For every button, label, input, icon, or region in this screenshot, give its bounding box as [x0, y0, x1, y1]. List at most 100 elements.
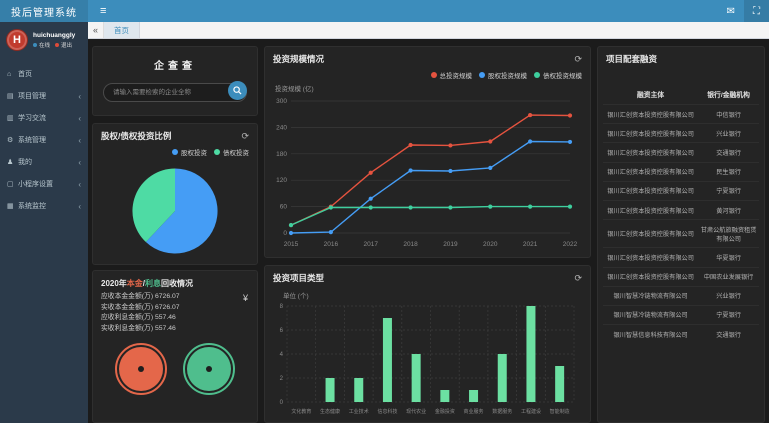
svg-text:文化教育: 文化教育 — [291, 408, 311, 415]
svg-text:120: 120 — [276, 177, 287, 184]
fullscreen-icon[interactable]: ⛶ — [744, 0, 769, 22]
bar-y-axis-label: 单位 (个) — [283, 293, 309, 300]
table-cell: 宁夏银行 — [698, 304, 759, 325]
sidebar-item-3[interactable]: ▥ 学习交流 ‹ — [0, 107, 88, 129]
svg-text:现代农业: 现代农业 — [406, 408, 426, 415]
svg-text:智能制造: 智能制造 — [550, 408, 570, 415]
table-cell: 甘肃公航旅融资租赁有限公司 — [698, 219, 759, 248]
svg-text:300: 300 — [276, 98, 287, 105]
sidebar-toggle-icon[interactable]: ≡ — [100, 5, 107, 17]
sidebar-item-2[interactable]: ▤ 项目管理 ‹ — [0, 85, 88, 107]
chevron-left-icon: ‹ — [78, 179, 81, 189]
search-button[interactable] — [228, 81, 247, 100]
svg-text:240: 240 — [276, 124, 287, 131]
sidebar-item-label: 系统监控 — [18, 203, 46, 210]
bar-panel-title: 投资项目类型 — [273, 273, 325, 283]
table-cell: 交通银行 — [698, 324, 759, 344]
table-cell: 银川汇创资本投资控股有限公司 — [603, 266, 699, 287]
sidebar: H huichuanggly 在线 退出 ⌂ 首页 ▤ 项目管理 ‹ ▥ 学习交流 ‹ ⚙ 系统管… — [0, 22, 88, 423]
table-cell: 银川汇创资本投资控股有限公司 — [603, 219, 699, 248]
refresh-icon[interactable]: ⟳ — [574, 53, 582, 64]
sidebar-item-4[interactable]: ⚙ 系统管理 ‹ — [0, 129, 88, 151]
refresh-icon[interactable]: ⟳ — [574, 272, 582, 283]
sidebar-item-5[interactable]: ♟ 我的 ‹ — [0, 151, 88, 173]
sidebar-item-label: 首页 — [18, 71, 32, 78]
table-cell: 银川汇创资本投资控股有限公司 — [603, 123, 699, 143]
recovery-amounts: 应收本金金额(万) 6726.07 实收本金金额(万) 6726.07 应收利息金额… — [101, 292, 249, 334]
recovery-amount-row: 应收利息金额(万) 557.46 — [101, 314, 176, 321]
table-row: 银川智慧冷链物流有限公司 宁夏银行 — [603, 304, 759, 325]
svg-text:工程建设: 工程建设 — [521, 408, 541, 415]
table-row: 银川汇创资本投资控股有限公司 黄河银行 — [603, 199, 759, 220]
tab-home[interactable]: 首页 — [104, 22, 140, 38]
search-icon — [233, 86, 242, 95]
svg-text:0: 0 — [280, 400, 284, 406]
legend-dot-icon — [430, 72, 437, 78]
table-row: 银川智慧冷链物流有限公司 兴业银行 — [603, 285, 759, 306]
svg-text:180: 180 — [276, 151, 287, 158]
table-cell: 银川汇创资本投资控股有限公司 — [603, 103, 699, 124]
sidebar-item-1[interactable]: ⌂ 首页 — [0, 63, 88, 85]
sidebar-item-label: 系统管理 — [18, 137, 46, 144]
svg-text:2016: 2016 — [324, 241, 339, 248]
enterprise-search-panel: 企查查 — [92, 46, 258, 116]
legend-label: 股权投资规模 — [488, 73, 527, 80]
legend-item[interactable]: 债权投资 — [214, 147, 249, 157]
table-row: 银川汇创资本投资控股有限公司 中信银行 — [603, 103, 759, 124]
legend-item[interactable]: 股权投资规模 — [479, 70, 527, 80]
miniapp-icon: ▢ — [7, 181, 14, 188]
principal-gauge — [115, 343, 167, 395]
gauge-fill — [187, 347, 231, 391]
table-cell: 银川智慧冷链物流有限公司 — [603, 304, 699, 325]
sidebar-item-label: 学习交流 — [18, 115, 46, 122]
financing-table: 融资主体 银行/金融机构 银川汇创资本投资控股有限公司 中信银行 银川汇创资本投资控… — [603, 84, 759, 344]
table-cell: 交通银行 — [698, 142, 759, 163]
legend-dot-icon — [214, 149, 220, 155]
table-cell: 中国农业发展银行 — [698, 266, 759, 287]
monitor-icon: ▦ — [7, 203, 14, 210]
chevron-left-icon: ‹ — [78, 135, 81, 145]
sidebar-item-6[interactable]: ▢ 小程序设置 ‹ — [0, 173, 88, 195]
chevron-left-icon: ‹ — [78, 157, 81, 167]
legend-dot-icon — [172, 149, 178, 155]
online-dot-icon — [33, 42, 37, 47]
svg-text:4: 4 — [280, 352, 284, 358]
legend-label: 债权投资 — [223, 150, 249, 157]
table-row: 银川智慧信息科技有限公司 交通银行 — [603, 324, 759, 344]
legend-item[interactable]: 总投资规模 — [430, 70, 473, 80]
sidebar-item-7[interactable]: ▦ 系统监控 ‹ — [0, 195, 88, 217]
recovery-amount-row: 应收本金金额(万) 6726.07 — [101, 293, 180, 300]
projects-icon: ▤ — [7, 93, 14, 100]
legend-dot-icon — [534, 72, 540, 78]
gear-icon: ⚙ — [7, 137, 14, 144]
table-row: 银川汇创资本投资控股有限公司 中国农业发展银行 — [603, 266, 759, 287]
bar-chart: 0 2 4 6 8 文化教育 生态健康 工业技术 信息科技 现代农业 金融投资 商业服务 数据服务 工程建… — [280, 304, 575, 415]
table-cell: 兴业银行 — [698, 123, 759, 143]
refresh-icon[interactable]: ⟳ — [241, 130, 249, 141]
tab-bar: « 首页 — [88, 22, 769, 39]
legend-label: 总投资规模 — [439, 73, 473, 80]
yen-icon: ¥ — [242, 293, 248, 303]
logout-link[interactable]: 退出 — [55, 41, 72, 49]
table-cell: 民生银行 — [698, 161, 759, 182]
user-name: huichuanggly — [33, 31, 76, 39]
svg-text:信息科技: 信息科技 — [377, 408, 397, 415]
svg-text:2021: 2021 — [523, 241, 538, 248]
investment-scale-panel: 投资规模情况 ⟳ 总投资规模 股权投资规模 债权投资规模 投资规模 (亿) 0 60 1… — [264, 46, 591, 258]
table-cell: 华夏银行 — [698, 247, 759, 267]
table-cell: 黄河银行 — [698, 199, 759, 220]
legend-item[interactable]: 股权投资 — [172, 147, 207, 157]
tabs-collapse-icon[interactable]: « — [88, 22, 104, 38]
user-icon: ♟ — [7, 159, 14, 166]
svg-text:工业技术: 工业技术 — [349, 408, 369, 415]
chevron-left-icon: ‹ — [78, 91, 81, 101]
company-search-input[interactable] — [103, 83, 247, 102]
legend-item[interactable]: 债权投资规模 — [534, 70, 582, 80]
table-row: 银川汇创资本投资控股有限公司 华夏银行 — [603, 247, 759, 267]
messages-icon[interactable]: ✉ — [726, 5, 735, 17]
svg-text:2022: 2022 — [563, 241, 578, 248]
sidebar-item-label: 小程序设置 — [18, 181, 53, 188]
svg-text:2015: 2015 — [284, 241, 299, 248]
svg-text:商业服务: 商业服务 — [464, 408, 484, 415]
table-cell: 宁夏银行 — [698, 180, 759, 201]
